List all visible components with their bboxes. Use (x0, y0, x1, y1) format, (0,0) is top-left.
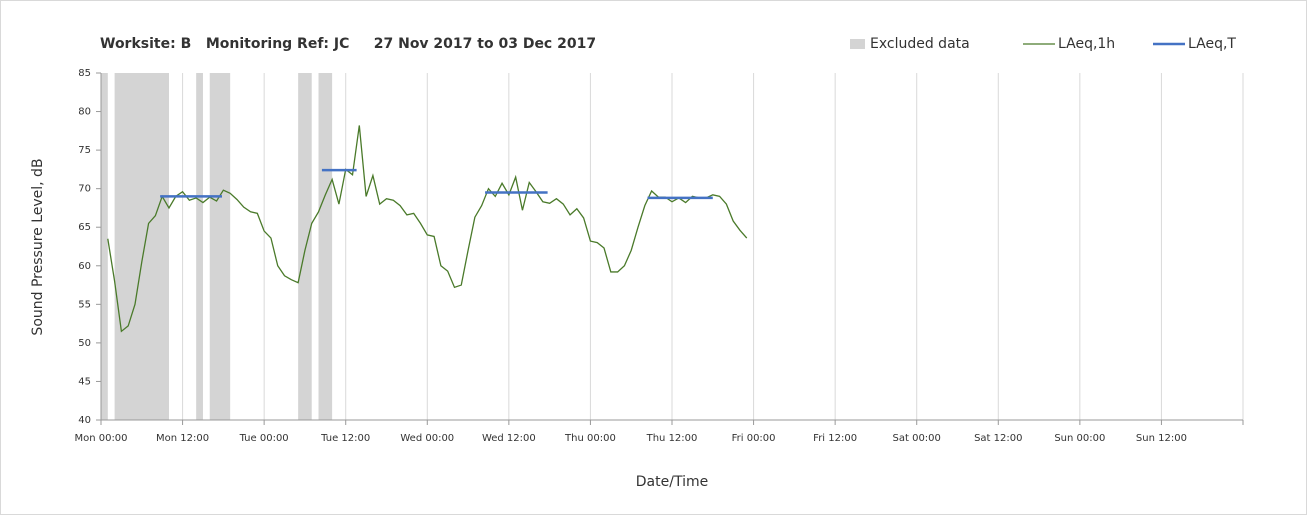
legend-swatch (850, 39, 865, 49)
x-tick-label: Thu 00:00 (564, 433, 616, 444)
x-tick-label: Tue 00:00 (239, 433, 289, 444)
x-tick-label: Fri 12:00 (813, 433, 857, 444)
excluded-band (101, 73, 108, 420)
y-tick-label: 55 (78, 299, 91, 310)
legend-label: Excluded data (870, 36, 970, 52)
x-tick-label: Wed 00:00 (400, 433, 454, 444)
laeq-1h-line (107, 125, 748, 333)
y-tick-label: 75 (78, 145, 91, 156)
excluded-band (298, 73, 312, 420)
y-tick-label: 50 (78, 338, 91, 349)
y-tick-label: 60 (78, 261, 91, 272)
x-tick-label: Wed 12:00 (482, 433, 536, 444)
excluded-band (196, 73, 203, 420)
x-tick-label: Sun 00:00 (1054, 433, 1105, 444)
x-tick-label: Sat 00:00 (893, 433, 941, 444)
y-tick-label: 85 (78, 68, 91, 79)
x-tick-label: Sat 12:00 (974, 433, 1022, 444)
x-tick-label: Tue 12:00 (320, 433, 370, 444)
x-tick-label: Mon 00:00 (74, 433, 127, 444)
y-tick-label: 45 (78, 376, 91, 387)
excluded-band (209, 73, 231, 420)
excluded-band (114, 73, 169, 420)
chart-title: Worksite: B Monitoring Ref: JC 27 Nov 20… (100, 36, 596, 52)
x-tick-label: Mon 12:00 (156, 433, 209, 444)
y-tick-label: 65 (78, 222, 91, 233)
y-axis-label: Sound Pressure Level, dB (30, 158, 46, 335)
x-tick-label: Sun 12:00 (1136, 433, 1187, 444)
x-tick-label: Thu 12:00 (646, 433, 698, 444)
y-tick-label: 70 (78, 184, 91, 195)
x-axis-label: Date/Time (636, 474, 708, 490)
y-tick-label: 40 (78, 415, 91, 426)
y-tick-label: 80 (78, 107, 91, 118)
legend-label: LAeq,1h (1058, 36, 1115, 52)
legend-label: LAeq,T (1188, 36, 1236, 52)
x-tick-label: Fri 00:00 (732, 433, 776, 444)
excluded-band (318, 73, 333, 420)
